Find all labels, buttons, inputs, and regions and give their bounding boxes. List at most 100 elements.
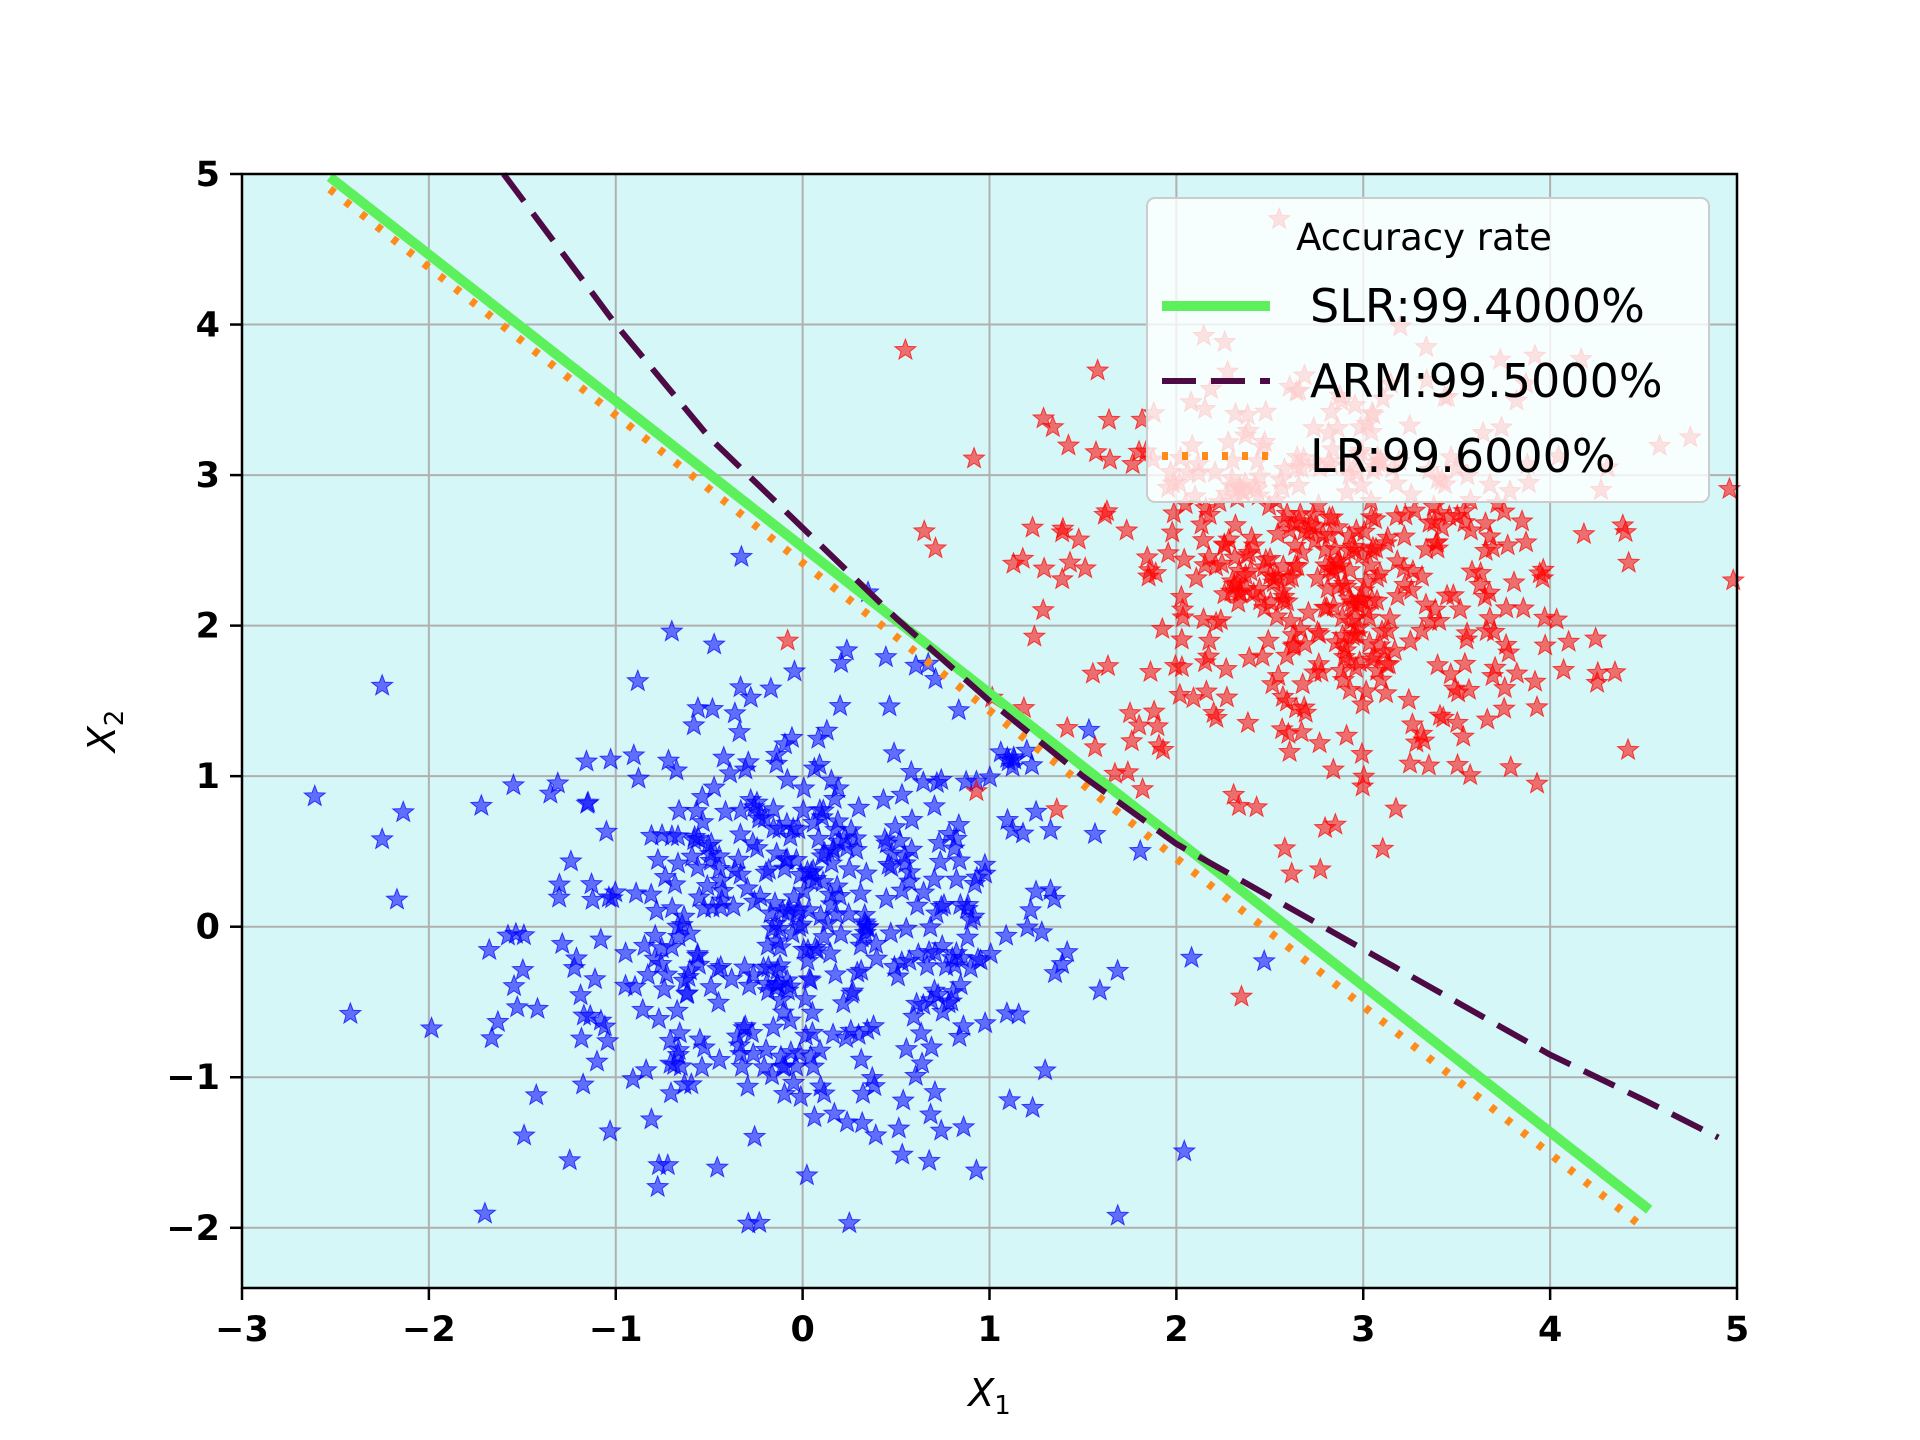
scatter-point-class-blue bbox=[1050, 951, 1074, 975]
scatter-point-class-blue bbox=[929, 894, 954, 917]
scatter-point-class-blue bbox=[1055, 939, 1079, 963]
scatter-point-class-blue bbox=[930, 933, 955, 957]
scatter-point-class-blue bbox=[705, 956, 730, 980]
scatter-point-class-blue bbox=[755, 933, 780, 956]
scatter-point-class-red bbox=[1451, 724, 1476, 747]
scatter-point-class-red bbox=[1194, 679, 1219, 702]
scatter-point-class-blue bbox=[1252, 948, 1277, 972]
scatter-point-class-blue bbox=[894, 916, 919, 939]
scatter-point-class-red bbox=[1032, 556, 1056, 579]
scatter-point-class-red bbox=[1278, 608, 1303, 632]
scatter-point-class-red bbox=[1556, 629, 1581, 652]
scatter-point-class-blue bbox=[955, 896, 979, 920]
legend-title: Accuracy rate bbox=[1296, 216, 1552, 259]
scatter-point-class-blue bbox=[890, 1142, 915, 1165]
scatter-point-class-red bbox=[1130, 776, 1155, 800]
scatter-point-class-blue bbox=[1011, 821, 1035, 844]
scatter-point-class-blue bbox=[849, 1047, 874, 1070]
x-tick-label: 3 bbox=[1351, 1310, 1375, 1350]
scatter-point-class-red bbox=[1370, 619, 1394, 642]
scatter-point-class-blue bbox=[768, 935, 793, 958]
y-tick-label: 1 bbox=[196, 757, 220, 797]
scatter-point-class-blue bbox=[818, 882, 843, 905]
scatter-point-class-red bbox=[1331, 667, 1356, 691]
scatter-point-class-red bbox=[1483, 655, 1507, 678]
scatter-point-class-blue bbox=[652, 976, 677, 1000]
scatter-point-class-red bbox=[1305, 565, 1330, 589]
scatter-point-class-blue bbox=[837, 1210, 862, 1234]
scatter-point-class-red bbox=[1410, 618, 1434, 642]
scatter-point-class-blue bbox=[647, 1006, 671, 1030]
scatter-point-class-blue bbox=[656, 748, 681, 771]
scatter-point-class-red bbox=[1375, 525, 1400, 548]
scatter-point-class-blue bbox=[848, 881, 873, 904]
scatter-point-class-red bbox=[1098, 447, 1122, 470]
scatter-point-class-red bbox=[1514, 530, 1538, 553]
scatter-point-class-blue bbox=[874, 644, 898, 668]
scatter-point-class-red bbox=[1384, 503, 1409, 527]
scatter-point-class-red bbox=[1396, 687, 1421, 710]
scatter-point-class-blue bbox=[796, 937, 820, 961]
scatter-point-class-blue bbox=[1105, 1203, 1130, 1226]
y-tick-label: 4 bbox=[196, 306, 220, 346]
scatter-point-class-blue bbox=[419, 1016, 444, 1039]
scatter-point-class-blue bbox=[947, 812, 971, 836]
scatter-point-class-blue bbox=[761, 816, 786, 839]
scatter-point-class-blue bbox=[659, 934, 684, 958]
scatter-point-class-red bbox=[1096, 653, 1120, 677]
scatter-point-class-red bbox=[1229, 984, 1254, 1007]
scatter-point-class-blue bbox=[821, 838, 845, 862]
scatter-point-class-blue bbox=[874, 886, 899, 910]
scatter-point-class-red bbox=[1147, 732, 1171, 756]
scatter-point-class-blue bbox=[978, 941, 1003, 965]
scatter-point-class-red bbox=[1081, 661, 1105, 684]
scatter-point-class-blue bbox=[571, 1072, 595, 1095]
scatter-point-class-blue bbox=[812, 924, 836, 948]
scatter-point-class-blue bbox=[302, 784, 327, 807]
scatter-point-class-red bbox=[1585, 670, 1609, 693]
scatter-point-class-blue bbox=[850, 1110, 875, 1134]
scatter-point-class-red bbox=[1309, 659, 1334, 683]
scatter-point-class-blue bbox=[1018, 897, 1043, 921]
scatter-point-class-blue bbox=[928, 849, 953, 873]
scatter-point-class-blue bbox=[754, 971, 779, 995]
y-axis-label: X2 bbox=[80, 710, 130, 755]
scatter-point-class-red bbox=[1307, 730, 1332, 754]
scatter-point-class-blue bbox=[871, 787, 896, 811]
scatter-point-class-red bbox=[1277, 739, 1302, 763]
scatter-point-class-blue bbox=[486, 1009, 510, 1033]
scatter-point-class-blue bbox=[839, 817, 863, 841]
scatter-point-class-red bbox=[1066, 527, 1091, 550]
scatter-point-class-blue bbox=[705, 1155, 730, 1178]
scatter-point-class-blue bbox=[951, 1114, 976, 1138]
scatter-point-class-blue bbox=[854, 861, 879, 884]
scatter-point-class-blue bbox=[915, 953, 939, 977]
scatter-point-class-blue bbox=[1014, 738, 1039, 761]
scatter-point-class-red bbox=[1363, 506, 1387, 530]
scatter-point-class-red bbox=[1252, 595, 1277, 619]
scatter-point-class-blue bbox=[797, 966, 822, 990]
scatter-point-class-blue bbox=[721, 894, 746, 917]
scatter-point-class-blue bbox=[699, 974, 723, 998]
x-tick-label: 5 bbox=[1725, 1310, 1749, 1350]
scatter-point-class-red bbox=[1215, 685, 1239, 708]
scatter-point-class-blue bbox=[728, 798, 753, 821]
scatter-point-class-blue bbox=[477, 937, 502, 961]
scatter-point-class-red bbox=[1583, 626, 1608, 649]
scatter-point-class-blue bbox=[759, 676, 783, 699]
scatter-point-class-blue bbox=[735, 1074, 760, 1097]
scatter-point-class-blue bbox=[559, 849, 583, 872]
scatter-point-class-red bbox=[1498, 754, 1523, 778]
scatter-point-class-blue bbox=[1006, 1002, 1031, 1025]
scatter-point-class-red bbox=[1455, 620, 1479, 644]
scatter-point-class-blue bbox=[950, 945, 974, 969]
scatter-point-class-red bbox=[1453, 651, 1477, 674]
scatter-point-class-blue bbox=[511, 957, 535, 981]
line-dashed bbox=[501, 172, 1720, 1141]
scatter-point-class-blue bbox=[675, 981, 700, 1004]
scatter-point-class-red bbox=[893, 337, 918, 361]
scatter-point-class-blue bbox=[742, 1124, 767, 1148]
scatter-point-class-blue bbox=[692, 1035, 717, 1058]
scatter-point-class-red bbox=[1370, 836, 1395, 859]
